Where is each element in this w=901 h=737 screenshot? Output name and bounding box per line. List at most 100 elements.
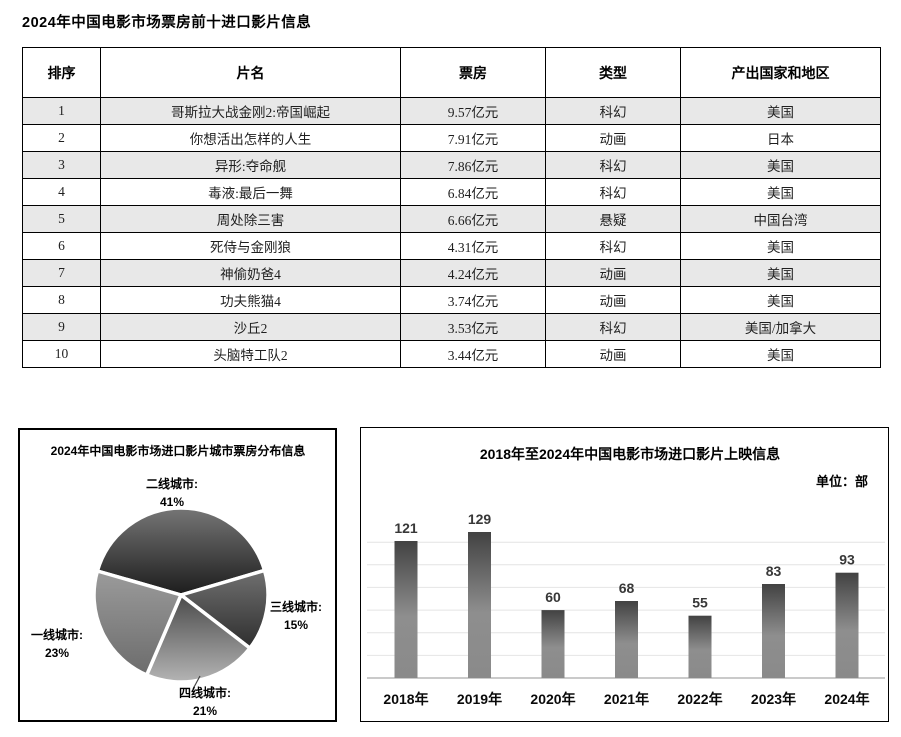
bar-value-label-4: 55 (692, 595, 708, 611)
bar-2024年 (835, 572, 859, 678)
bar-value-label-5: 83 (766, 563, 782, 579)
x-axis-label-1: 2019年 (457, 691, 502, 707)
x-axis-label-2: 2020年 (530, 691, 575, 707)
cell-genre: 科幻 (545, 178, 681, 206)
cell-genre: 科幻 (545, 232, 681, 260)
bar-chart: 2018年至2024年中国电影市场进口影片上映信息 单位：部 121 2018年 1… (367, 446, 885, 707)
cell-film-title: 哥斯拉大战金刚2:帝国崛起 (100, 97, 401, 125)
cell-boxoffice: 4.24亿元 (400, 259, 546, 287)
column-header-boxoffice: 票房 (400, 47, 546, 98)
cell-country: 美国 (680, 232, 881, 260)
table-row: 7 神偷奶爸4 4.24亿元 动画 美国 (22, 259, 881, 287)
cell-rank: 1 (22, 97, 101, 125)
x-axis-label-6: 2024年 (824, 691, 869, 707)
table-row: 6 死侍与金刚狼 4.31亿元 科幻 美国 (22, 232, 881, 260)
pie-labels-group: 二线城市: 41% 三线城市: 15% 四线城市: 21% 一线城市: 23% (31, 476, 322, 718)
cell-rank: 7 (22, 259, 101, 287)
cell-genre: 科幻 (545, 151, 681, 179)
cell-genre: 科幻 (545, 97, 681, 125)
pie-label-value-3: 23% (45, 646, 69, 660)
bar-chart-unit-label: 单位：部 (816, 474, 868, 489)
cell-genre: 悬疑 (545, 205, 681, 233)
cell-genre: 动画 (545, 286, 681, 314)
cell-rank: 4 (22, 178, 101, 206)
table-row: 4 毒液:最后一舞 6.84亿元 科幻 美国 (22, 178, 881, 206)
table-row: 2 你想活出怎样的人生 7.91亿元 动画 日本 (22, 124, 881, 152)
pie-slice-0 (95, 506, 267, 597)
bar-labels-group: 121 2018年 129 2019年 60 2020年 68 2021年 55 2022年 83 2… (383, 511, 869, 707)
cell-boxoffice: 7.91亿元 (400, 124, 546, 152)
x-axis-label-3: 2021年 (604, 691, 649, 707)
cell-rank: 3 (22, 151, 101, 179)
cell-boxoffice: 4.31亿元 (400, 232, 546, 260)
table-header-row: 排序 片名 票房 类型 产出国家和地区 (22, 47, 881, 98)
table-row: 10 头脑特工队2 3.44亿元 动画 美国 (22, 340, 881, 368)
column-header-country: 产出国家和地区 (680, 47, 881, 98)
pie-label-value-0: 41% (160, 495, 184, 509)
cell-genre: 动画 (545, 340, 681, 368)
column-header-genre: 类型 (545, 47, 681, 98)
table-row: 9 沙丘2 3.53亿元 科幻 美国/加拿大 (22, 313, 881, 341)
cell-film-title: 头脑特工队2 (100, 340, 401, 368)
bar-value-label-6: 93 (839, 552, 855, 568)
cell-country: 美国/加拿大 (680, 313, 881, 341)
bar-2020年 (541, 610, 565, 678)
x-axis-label-0: 2018年 (383, 691, 428, 707)
cell-boxoffice: 9.57亿元 (400, 97, 546, 125)
cell-boxoffice: 3.44亿元 (400, 340, 546, 368)
bar-2019年 (468, 532, 491, 678)
cell-rank: 5 (22, 205, 101, 233)
cell-film-title: 死侍与金刚狼 (100, 232, 401, 260)
cell-rank: 10 (22, 340, 101, 368)
cell-rank: 6 (22, 232, 101, 260)
bar-value-label-3: 68 (619, 580, 635, 596)
table-row: 1 哥斯拉大战金刚2:帝国崛起 9.57亿元 科幻 美国 (22, 97, 881, 125)
cell-rank: 8 (22, 286, 101, 314)
cell-country: 日本 (680, 124, 881, 152)
cell-film-title: 沙丘2 (100, 313, 401, 341)
pie-slices-group (92, 506, 270, 684)
bar-series-group (394, 532, 859, 678)
cell-genre: 科幻 (545, 313, 681, 341)
cell-genre: 动画 (545, 124, 681, 152)
top10-imported-films-table: 排序 片名 票房 类型 产出国家和地区 1 哥斯拉大战金刚2:帝国崛起 9.57亿元… (22, 47, 881, 368)
cell-genre: 动画 (545, 259, 681, 287)
bar-value-label-1: 129 (468, 511, 492, 527)
column-header-title: 片名 (100, 47, 401, 98)
pie-label-name-1: 三线城市: (270, 599, 322, 614)
pie-label-value-1: 15% (284, 618, 308, 632)
cell-film-title: 毒液:最后一舞 (100, 178, 401, 206)
pie-chart-panel: 2024年中国电影市场进口影片城市票房分布信息 二线城市: 41% 三线城市: 15%… (18, 428, 337, 722)
cell-country: 中国台湾 (680, 205, 881, 233)
cell-rank: 9 (22, 313, 101, 341)
bar-value-label-0: 121 (394, 520, 418, 536)
cell-film-title: 功夫熊猫4 (100, 286, 401, 314)
pie-slice-1 (179, 568, 270, 650)
cell-country: 美国 (680, 259, 881, 287)
pie-label-name-2: 四线城市: (179, 685, 231, 700)
table-body: 1 哥斯拉大战金刚2:帝国崛起 9.57亿元 科幻 美国 2 你想活出怎样的人生 7.91亿元… (22, 97, 881, 368)
table-row: 3 异形:夺命舰 7.86亿元 科幻 美国 (22, 151, 881, 179)
table-row: 5 周处除三害 6.66亿元 悬疑 中国台湾 (22, 205, 881, 233)
bar-chart-panel: 2018年至2024年中国电影市场进口影片上映信息 单位：部 121 2018年 1… (360, 427, 889, 722)
pie-leader-line (192, 675, 201, 690)
cell-boxoffice: 6.84亿元 (400, 178, 546, 206)
cell-country: 美国 (680, 340, 881, 368)
bar-2023年 (762, 584, 785, 678)
cell-country: 美国 (680, 286, 881, 314)
pie-slice-3 (92, 569, 183, 677)
cell-film-title: 异形:夺命舰 (100, 151, 401, 179)
cell-film-title: 神偷奶爸4 (100, 259, 401, 287)
bar-2022年 (688, 615, 712, 678)
cell-rank: 2 (22, 124, 101, 152)
pie-label-name-3: 一线城市: (31, 627, 83, 642)
page-title: 2024年中国电影市场票房前十进口影片信息 (22, 15, 312, 31)
pie-chart-title: 2024年中国电影市场进口影片城市票房分布信息 (51, 443, 306, 458)
x-axis-label-4: 2022年 (677, 691, 722, 707)
pie-label-name-0: 二线城市: (146, 476, 198, 491)
cell-film-title: 周处除三害 (100, 205, 401, 233)
pie-chart: 2024年中国电影市场进口影片城市票房分布信息 二线城市: 41% 三线城市: 15%… (31, 443, 322, 718)
cell-film-title: 你想活出怎样的人生 (100, 124, 401, 152)
bar-chart-title: 2018年至2024年中国电影市场进口影片上映信息 (480, 446, 780, 462)
